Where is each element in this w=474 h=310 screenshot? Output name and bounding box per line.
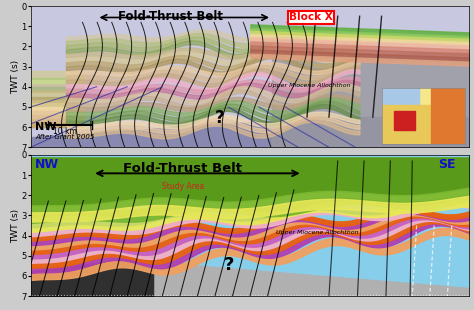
Text: BLOCK C: BLOCK C bbox=[55, 164, 76, 169]
Text: Upper Miocene Allochthon: Upper Miocene Allochthon bbox=[276, 230, 359, 235]
Text: BLOCK H: BLOCK H bbox=[230, 164, 252, 169]
Text: Fold-Thrust Belt: Fold-Thrust Belt bbox=[118, 10, 224, 23]
Text: Upper Miocene Allochthon: Upper Miocene Allochthon bbox=[267, 83, 350, 88]
Text: After Grant 2005: After Grant 2005 bbox=[35, 134, 95, 140]
Text: ?: ? bbox=[215, 109, 225, 127]
Text: NW: NW bbox=[35, 122, 57, 132]
Text: Block X: Block X bbox=[290, 12, 333, 22]
Text: 10 km: 10 km bbox=[53, 127, 77, 136]
Text: Fold-Thrust Belt: Fold-Thrust Belt bbox=[123, 162, 242, 175]
Bar bbox=[382, 88, 419, 116]
Text: SE: SE bbox=[438, 128, 454, 138]
Text: SE: SE bbox=[438, 158, 456, 171]
Text: Study Area: Study Area bbox=[162, 182, 205, 191]
Bar bbox=[431, 88, 465, 144]
Bar bbox=[394, 111, 415, 130]
Text: BLOCK G: BLOCK G bbox=[143, 164, 164, 169]
Text: ?: ? bbox=[224, 256, 234, 274]
Text: BLOCK R: BLOCK R bbox=[292, 164, 313, 169]
Y-axis label: TWT (s): TWT (s) bbox=[11, 208, 20, 243]
Text: NW: NW bbox=[35, 158, 59, 171]
Y-axis label: TWT (s): TWT (s) bbox=[11, 60, 20, 94]
Bar bbox=[382, 105, 436, 144]
